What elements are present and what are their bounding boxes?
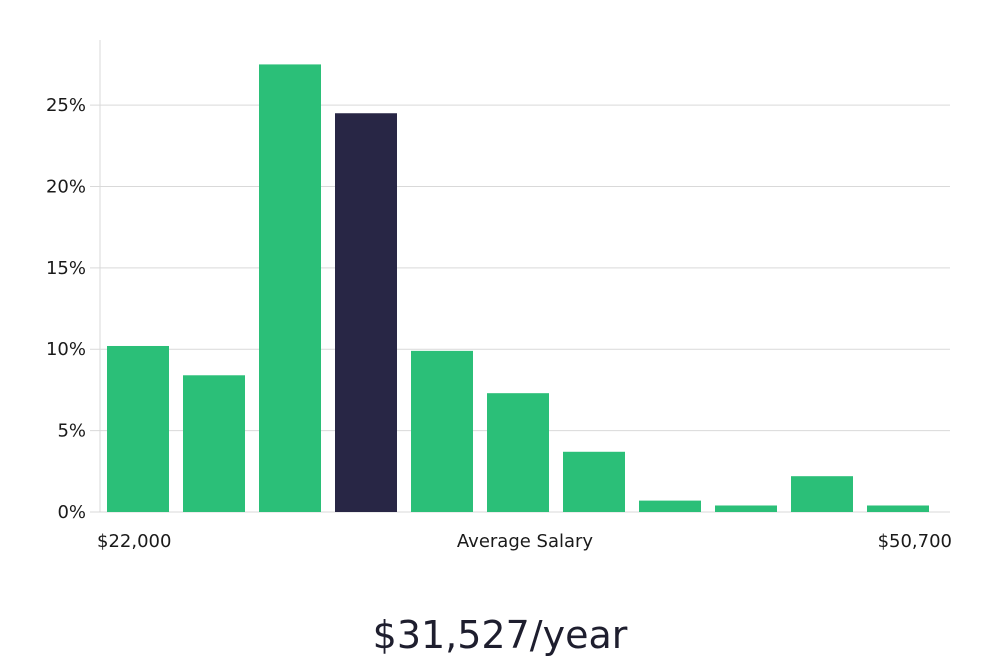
y-tick-labels: 0% 5% 10% 15% 20% 25%	[46, 95, 86, 523]
bar-highlighted	[335, 113, 397, 512]
average-salary-headline: $31,527/year	[373, 613, 628, 657]
y-tick-label: 15%	[46, 258, 86, 279]
bar	[791, 476, 853, 512]
y-tick-label: 25%	[46, 95, 86, 116]
bar	[867, 505, 929, 512]
bar	[563, 451, 625, 512]
bar	[639, 500, 701, 512]
x-center-label: Average Salary	[457, 531, 594, 552]
y-tick-label: 20%	[46, 176, 86, 197]
y-tick-label: 10%	[46, 339, 86, 360]
x-max-label: $50,700	[878, 531, 952, 552]
bar	[107, 345, 169, 512]
bar	[259, 64, 321, 513]
bar	[183, 375, 245, 512]
bar	[487, 393, 549, 512]
bar	[411, 350, 473, 512]
bar	[715, 505, 777, 512]
y-tick-label: 0%	[57, 502, 86, 523]
y-tick-label: 5%	[57, 421, 86, 442]
chart-bars	[107, 64, 929, 513]
x-min-label: $22,000	[97, 531, 171, 552]
